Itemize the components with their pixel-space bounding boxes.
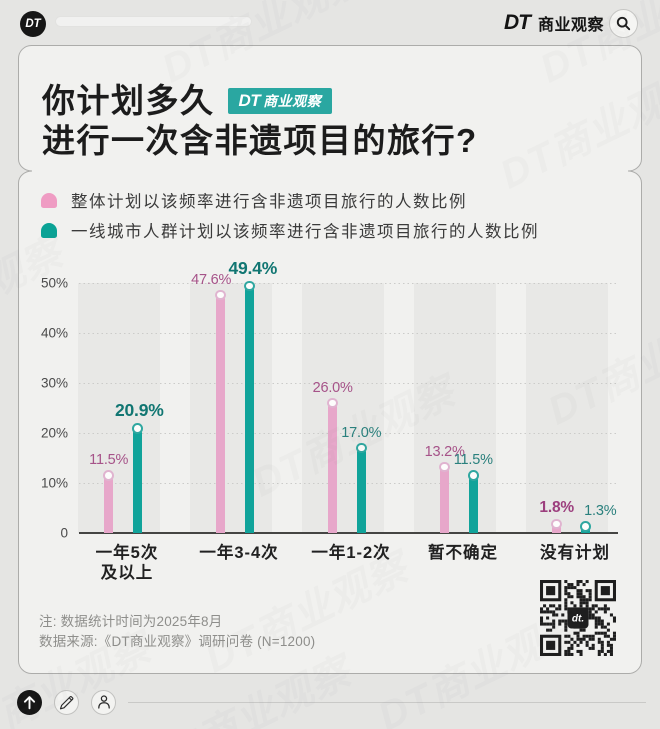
bar-ring (103, 470, 115, 481)
title-row2: 进行一次含非遗项目的旅行? (42, 121, 478, 161)
arrow-up-icon (23, 695, 36, 709)
bar-overall (216, 295, 225, 533)
dt-avatar-label: DT (25, 17, 41, 30)
person-icon (97, 695, 110, 709)
bar-ring (467, 470, 479, 481)
badge-dt: DT (238, 91, 261, 110)
bar-overall (104, 475, 113, 533)
badge-name: 商业观察 (263, 93, 322, 109)
scroll-top-button[interactable] (17, 689, 42, 715)
bar-chart: 0 10% 20% 30% 40% 50% 11.5% 47.6% 26.0% 13.2% 1.8%… (18, 45, 642, 674)
category-label: 暂不确定 (428, 544, 498, 562)
qr-center-label: dt. (571, 614, 583, 625)
gridline (79, 483, 618, 484)
chart-legend: 整体计划以该频率进行含非遗项目旅行的人数比例 一线城市人群计划以该频率进行含非遗… (41, 185, 539, 245)
value-label: 26.0% (312, 379, 353, 396)
bar-tier1 (469, 475, 478, 533)
note-time: 注: 数据统计时间为2025年8月 (39, 614, 223, 629)
bottom-bar (0, 674, 660, 729)
brand-badge: DT 商业观察 (227, 88, 333, 114)
bar-tier1 (133, 428, 142, 533)
profile-button[interactable] (91, 689, 116, 715)
bar-overall (440, 467, 449, 533)
y-axis-tick: 50% (40, 275, 68, 291)
category-stripe (78, 283, 160, 533)
bar-ring (215, 289, 227, 301)
skeleton-pill (55, 16, 252, 27)
bar-overall (328, 403, 337, 533)
note-source: 数据来源:《DT商业观察》调研问卷 (N=1200) (39, 634, 316, 649)
value-label: 17.0% (341, 424, 382, 441)
gridline (79, 283, 618, 284)
gridline (79, 433, 618, 434)
page-title-line1: 你计划多久 (42, 82, 215, 119)
category-stripe (190, 283, 272, 533)
legend-marker-teal (41, 222, 57, 238)
bar-ring (579, 521, 591, 532)
bar-ring (131, 423, 143, 434)
page-title-line2: 进行一次含非遗项目的旅行? (42, 122, 478, 159)
value-label: 1.8% (539, 498, 574, 516)
qr-code: dt. (539, 580, 616, 656)
y-axis-tick: 40% (40, 325, 68, 341)
legend-label-tier1: 一线城市人群计划以该频率进行含非遗项目旅行的人数比例 (71, 223, 539, 241)
legend-item-tier1: 一线城市人群计划以该频率进行含非遗项目旅行的人数比例 (41, 215, 539, 245)
value-label: 20.9% (114, 400, 164, 421)
search-button[interactable] (609, 8, 638, 38)
title-row: 你计划多久 DT 商业观察 (42, 81, 333, 121)
gridline (79, 333, 618, 334)
value-label: 47.6% (191, 271, 232, 288)
category-stripe (526, 283, 608, 533)
pencil-icon (59, 695, 74, 709)
bar-ring (551, 518, 563, 530)
category-label: 没有计划 (540, 544, 610, 562)
value-label: 1.3% (584, 503, 617, 520)
category-stripe (414, 283, 496, 533)
category-stripe (302, 283, 384, 533)
x-axis-line (79, 532, 618, 534)
value-label: 49.4% (228, 257, 278, 278)
brand-dt: DT (503, 10, 531, 34)
bottom-divider (128, 701, 646, 703)
top-bar: DT DT 商业观察 (0, 0, 660, 45)
bar-ring (327, 397, 339, 409)
category-label: 一年3-4次 (199, 544, 279, 562)
edit-button[interactable] (54, 689, 79, 715)
dt-avatar[interactable]: DT (20, 10, 46, 37)
bar-tier1 (245, 286, 254, 533)
chart-notes: 注: 数据统计时间为2025年8月 数据来源:《DT商业观察》调研问卷 (N=1… (39, 612, 315, 652)
y-axis-tick: 20% (40, 425, 68, 441)
value-label: 13.2% (424, 443, 465, 460)
y-axis-tick: 30% (40, 375, 68, 391)
category-label: 一年1-2次 (311, 544, 391, 562)
infographic-card: 你计划多久 DT 商业观察 进行一次含非遗项目的旅行? 整体计划以该频率进行含非… (17, 45, 642, 674)
search-icon (616, 16, 631, 30)
y-axis-tick: 0 (60, 525, 68, 541)
legend-marker-pink (41, 192, 57, 208)
y-axis-tick: 10% (40, 475, 68, 491)
bar-ring (439, 461, 451, 473)
gridline (79, 383, 618, 384)
brand-name: 商业观察 (537, 16, 604, 34)
value-label: 11.5% (89, 452, 129, 469)
value-label: 11.5% (453, 452, 493, 469)
bar-ring (243, 280, 255, 292)
bar-ring (355, 442, 367, 454)
legend-label-overall: 整体计划以该频率进行含非遗项目旅行的人数比例 (71, 193, 467, 211)
legend-item-overall: 整体计划以该频率进行含非遗项目旅行的人数比例 (41, 185, 539, 215)
brand-logo: DT 商业观察 (504, 0, 604, 45)
bar-tier1 (357, 448, 366, 533)
category-label: 一年5次 及以上 (95, 544, 159, 582)
